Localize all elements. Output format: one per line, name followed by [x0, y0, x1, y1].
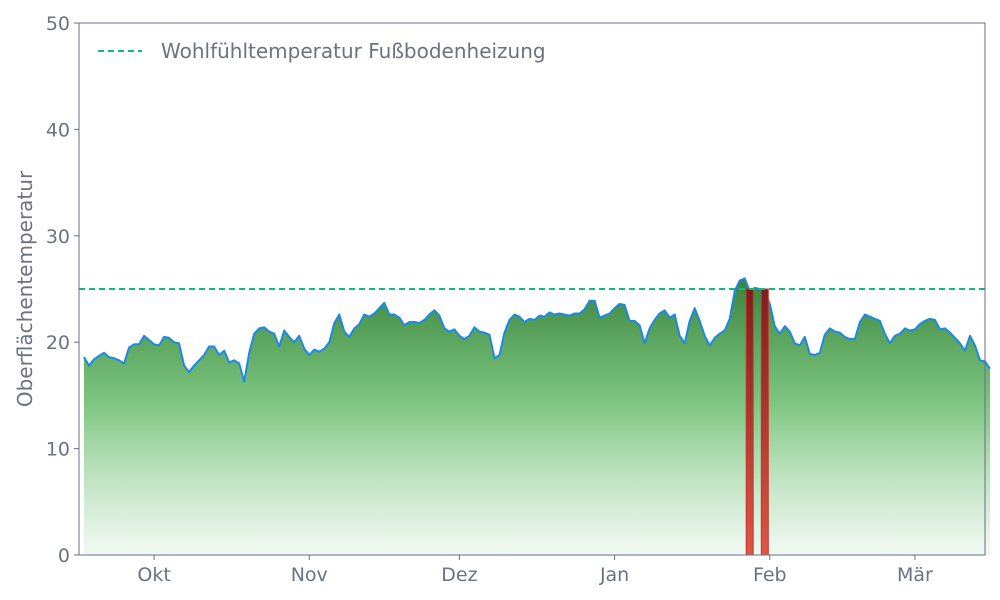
x-tick-label: Jan: [599, 564, 629, 586]
y-axis-title: Oberflächentemperatur: [13, 170, 37, 407]
highlight-bar-1: [745, 288, 754, 556]
y-tick-label: 0: [58, 545, 70, 567]
x-tick-label: Nov: [291, 564, 328, 586]
highlight-bar-2: [760, 288, 769, 556]
legend-label: Wohlfühltemperatur Fußbodenheizung: [161, 39, 546, 63]
y-tick-label: 50: [46, 13, 70, 35]
y-tick-label: 10: [46, 439, 70, 461]
plot-frame: [78, 22, 986, 556]
x-tick-label: Feb: [753, 564, 787, 586]
x-tick-label: Dez: [441, 564, 477, 586]
y-tick-label: 20: [46, 332, 70, 354]
temperature-line: [83, 277, 991, 383]
y-tick-label: 30: [46, 226, 70, 248]
y-tick-label: 40: [46, 119, 70, 141]
temperature-area: [84, 278, 990, 555]
x-tick-label: Mär: [897, 564, 933, 586]
x-tick-label: Okt: [137, 564, 170, 586]
